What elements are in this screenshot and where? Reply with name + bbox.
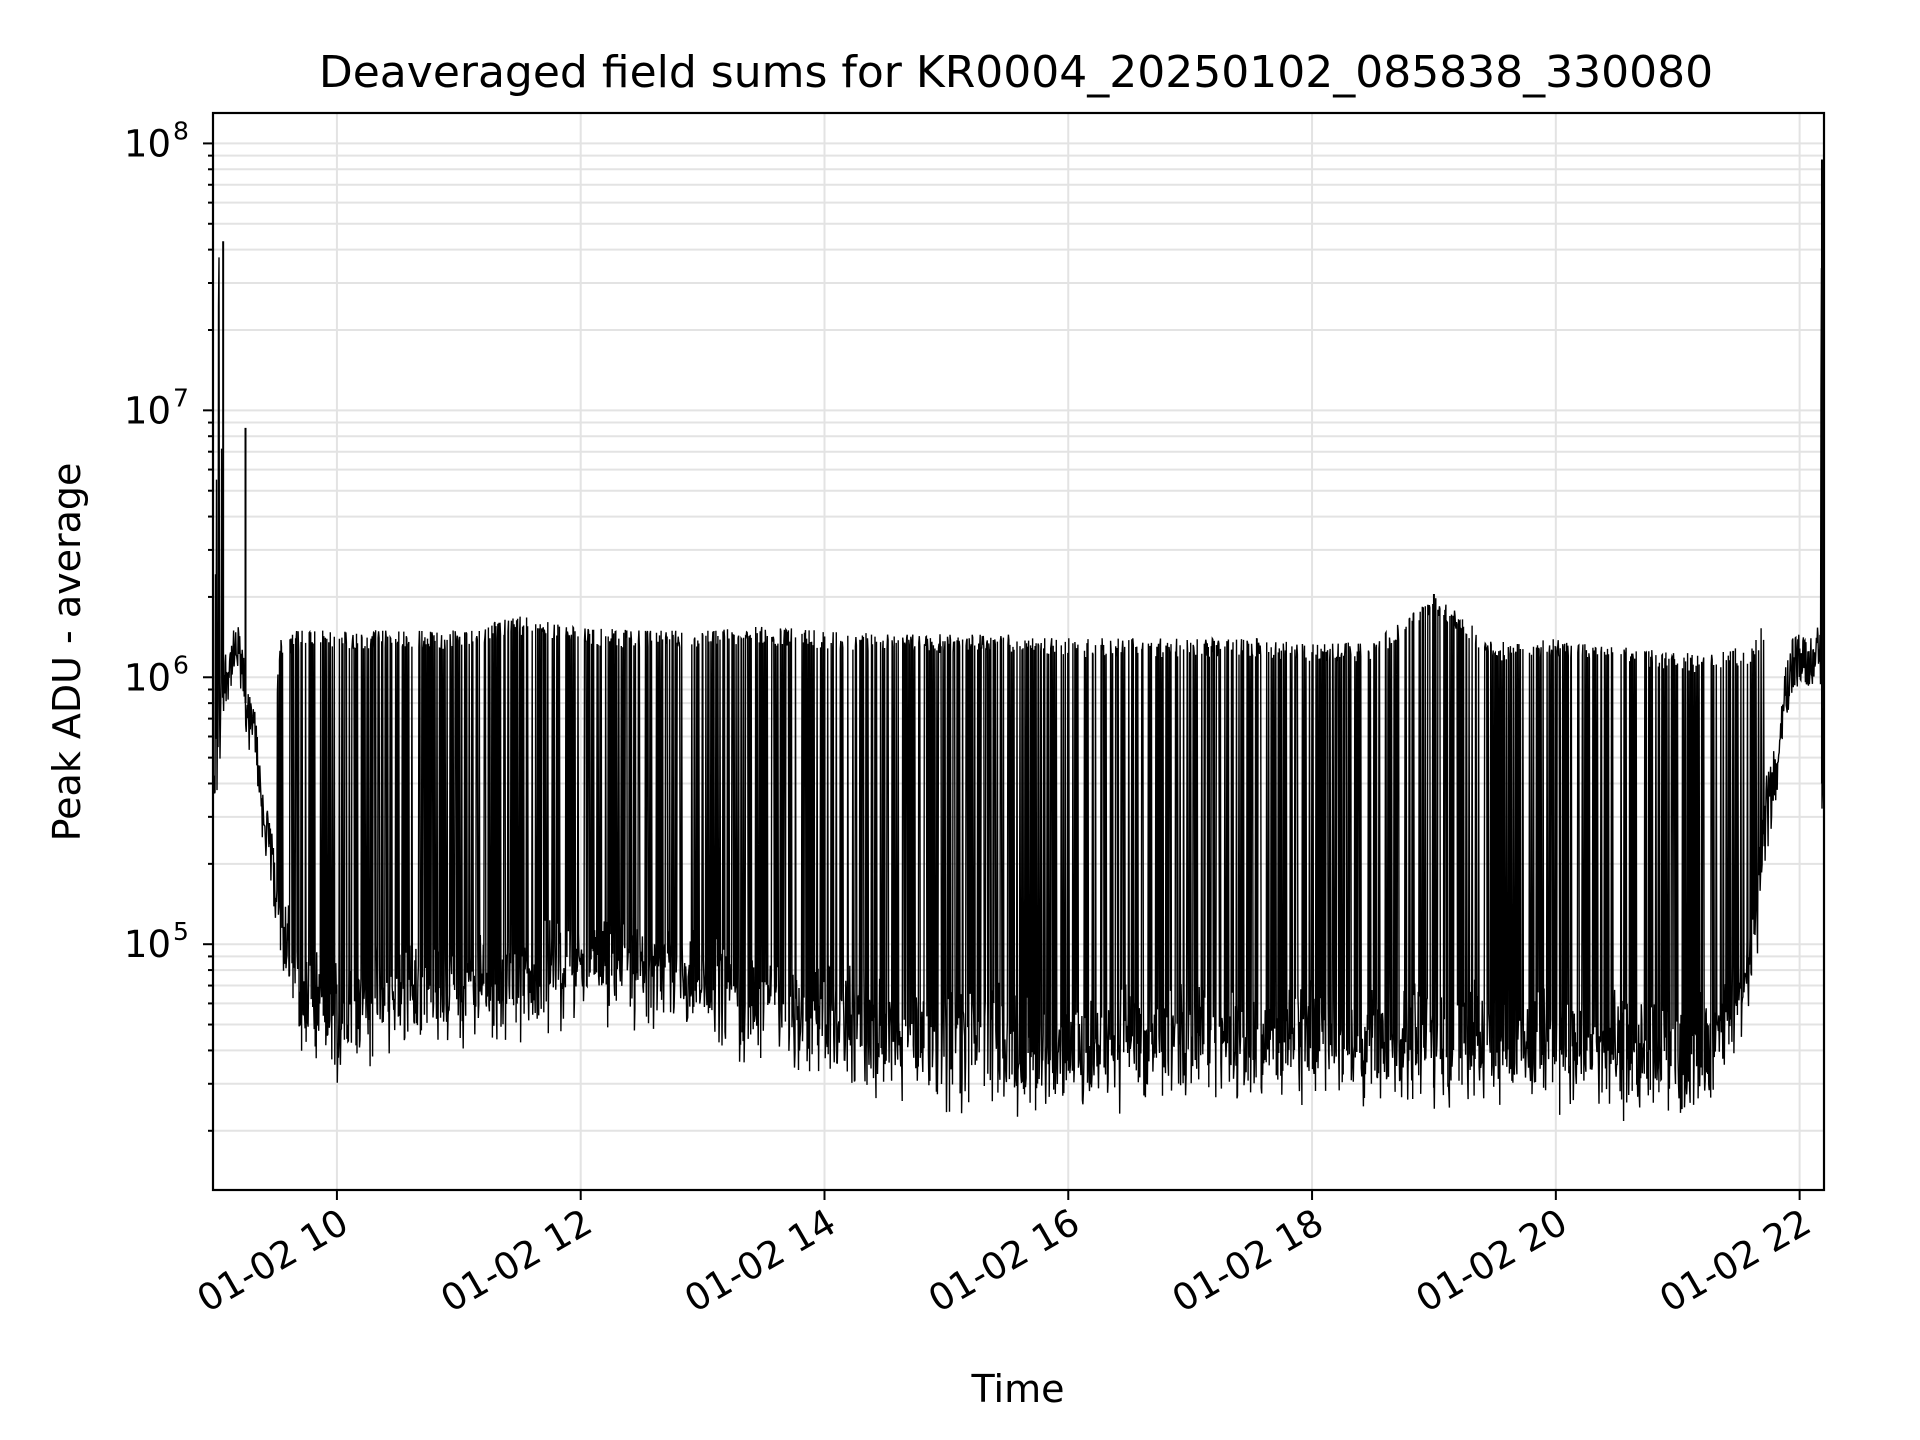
y-tick-label: 107 bbox=[124, 383, 189, 432]
plot-frame bbox=[211, 111, 1826, 1192]
y-axis-label: Peak ADU - average bbox=[45, 463, 89, 842]
chart-title: Deaveraged field sums for KR0004_2025010… bbox=[319, 47, 1713, 98]
series-trace bbox=[212, 257, 1825, 1122]
x-axis-label: Time bbox=[971, 1367, 1065, 1411]
y-tick-label: 106 bbox=[124, 650, 189, 699]
y-tick-label: 108 bbox=[124, 116, 189, 165]
plot-area bbox=[212, 159, 1825, 1122]
y-axis: 105 106 107 108 bbox=[124, 116, 213, 1132]
y-tick-label: 105 bbox=[124, 917, 189, 966]
series-line bbox=[212, 159, 1825, 1122]
